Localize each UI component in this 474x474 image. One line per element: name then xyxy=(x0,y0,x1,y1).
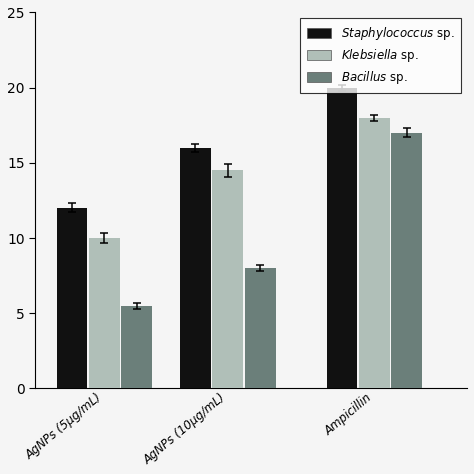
Bar xyxy=(56,208,87,388)
Bar xyxy=(327,88,357,388)
Bar xyxy=(180,148,211,388)
Bar xyxy=(245,268,276,388)
Bar xyxy=(359,118,390,388)
Bar xyxy=(212,170,243,388)
Bar xyxy=(392,133,422,388)
Bar xyxy=(121,306,152,388)
Bar xyxy=(89,238,120,388)
Legend: $\it{Staphylococcus}$ sp., $\it{Klebsiella}$ sp., $\it{Bacillus}$ sp.: $\it{Staphylococcus}$ sp., $\it{Klebsiel… xyxy=(301,18,461,93)
